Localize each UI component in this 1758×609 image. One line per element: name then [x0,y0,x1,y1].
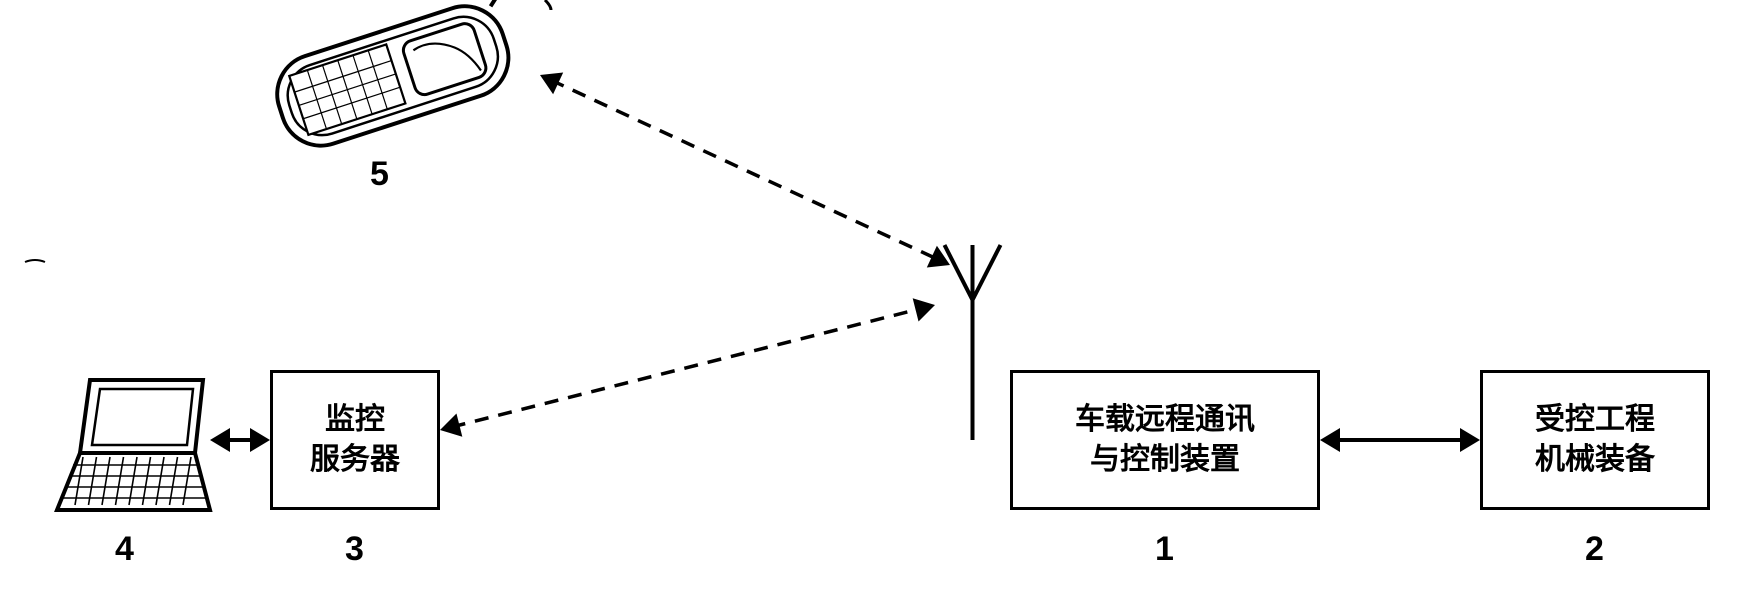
box-server-line2: 服务器 [310,440,400,481]
box-controlled-equipment: 受控工程 机械装备 [1480,370,1710,510]
box-server-line1: 监控 [310,400,400,441]
box-vehicle-line1: 车载远程通讯 [1075,400,1255,441]
box-equipment-line1: 受控工程 [1535,400,1655,441]
label-5: 5 [370,155,389,194]
box-equipment-line2: 机械装备 [1535,440,1655,481]
label-1: 1 [1155,530,1174,569]
label-3: 3 [345,530,364,569]
label-4: 4 [115,530,134,569]
box-monitor-server: 监控 服务器 [270,370,440,510]
diagram-canvas: 监控 服务器 车载远程通讯 与控制装置 受控工程 机械装备 1 2 3 4 5 [0,0,1758,609]
label-2: 2 [1585,530,1604,569]
box-vehicle-line2: 与控制装置 [1075,440,1255,481]
box-vehicle-telematics: 车载远程通讯 与控制装置 [1010,370,1320,510]
svg-overlay [0,0,1758,609]
